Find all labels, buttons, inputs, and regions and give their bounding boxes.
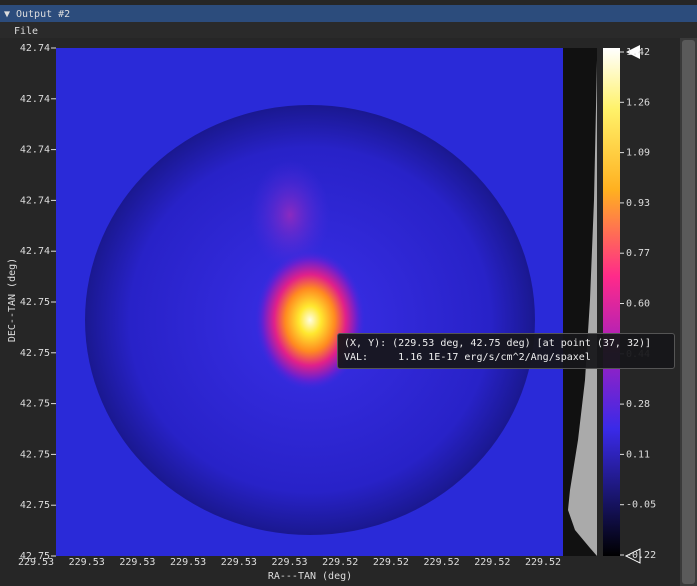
x-tick-label: 229.53: [221, 557, 257, 568]
x-axis-label: RA---TAN (deg): [268, 571, 352, 582]
colorbar-tick-label: 0.93: [626, 198, 650, 209]
x-tick-label: 229.53: [271, 557, 307, 568]
colorbar: [603, 48, 620, 556]
colorbar-tick-label: 0.77: [626, 248, 650, 259]
y-tick-label: 42.74: [20, 195, 50, 206]
x-tick-label: 229.53: [69, 557, 105, 568]
x-tick-label: 229.52: [474, 557, 510, 568]
x-tick-label: 229.52: [424, 557, 460, 568]
y-axis-label: DEC--TAN (deg): [7, 258, 18, 342]
y-tick-label: 42.74: [20, 94, 50, 105]
colorbar-tick-label: 0.60: [626, 299, 650, 310]
x-tick-label: 229.52: [322, 557, 358, 568]
colorbar-tick-label: 0.11: [626, 449, 650, 460]
title-bar[interactable]: [0, 5, 697, 22]
menu-bar: [0, 22, 697, 38]
colorbar-tick-label: -0.05: [626, 500, 656, 511]
y-tick-label: 42.75: [20, 449, 50, 460]
y-tick-label: 42.74: [20, 246, 50, 257]
y-tick-label: 42.75: [20, 297, 50, 308]
colorbar-tick-label: 1.09: [626, 148, 650, 159]
x-tick-label: 229.53: [18, 557, 54, 568]
tooltip: (X, Y): (229.53 deg, 42.75 deg) [at poin…: [337, 333, 675, 369]
app-window: ▼ Output #2 File DEC--TAN (deg) RA---TAN…: [0, 0, 697, 586]
y-tick-label: 42.75: [20, 348, 50, 359]
y-tick-label: 42.75: [20, 500, 50, 511]
viewer: ▼ Output #2 File DEC--TAN (deg) RA---TAN…: [0, 0, 697, 586]
colorbar-tick-label: 1.26: [626, 97, 650, 108]
colorbar-tick-label: 1.42: [626, 47, 650, 58]
y-tick-label: 42.74: [20, 43, 50, 54]
tooltip-line: (X, Y): (229.53 deg, 42.75 deg) [at poin…: [344, 337, 668, 351]
collapse-arrow[interactable]: ▼: [4, 9, 10, 20]
y-tick-label: 42.75: [20, 399, 50, 410]
window-title: Output #2: [16, 9, 70, 20]
tooltip-line: VAL: 1.16 1E-17 erg/s/cm^2/Ang/spaxel: [344, 351, 668, 365]
x-tick-label: 229.52: [373, 557, 409, 568]
image-source: [255, 250, 365, 390]
colorbar-tick-label: -0.22: [626, 550, 656, 561]
colorbar-tick-label: 0.28: [626, 399, 650, 410]
x-tick-label: 229.53: [170, 557, 206, 568]
scrollbar-thumb[interactable]: [682, 40, 695, 584]
menu-item[interactable]: File: [14, 26, 38, 37]
x-tick-label: 229.53: [119, 557, 155, 568]
x-tick-label: 229.52: [525, 557, 561, 568]
y-tick-label: 42.74: [20, 145, 50, 156]
